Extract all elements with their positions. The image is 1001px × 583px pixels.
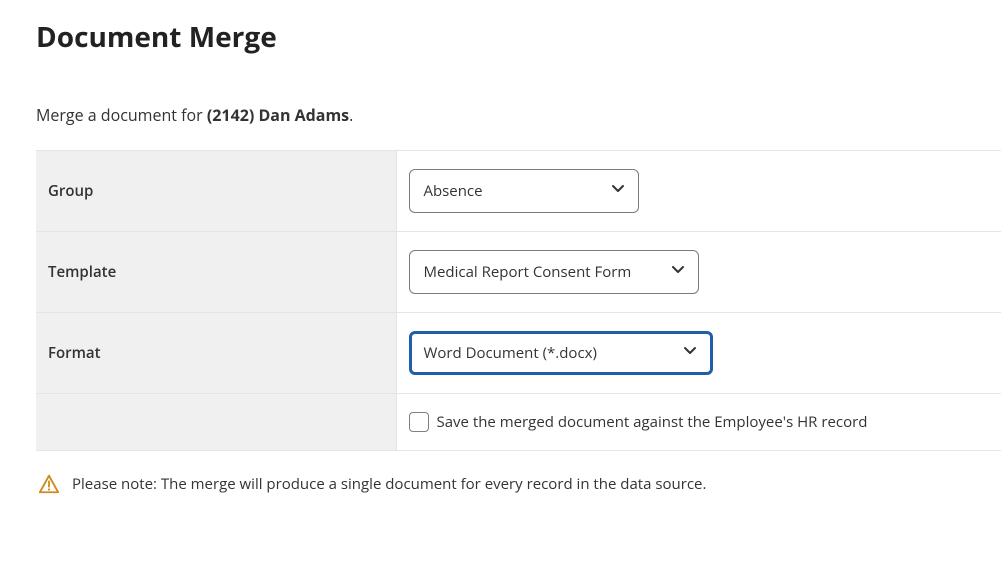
cell-format: Word Document (*.docx): [396, 313, 1001, 394]
group-select-value: Absence: [424, 181, 483, 201]
label-template: Template: [36, 232, 396, 313]
format-select-value: Word Document (*.docx): [424, 343, 597, 363]
cell-save: Save the merged document against the Emp…: [396, 394, 1001, 451]
label-format: Format: [36, 313, 396, 394]
form-table: Group Absence Template Medical Report Co…: [36, 150, 1001, 451]
intro-text: Merge a document for (2142) Dan Adams.: [36, 104, 1001, 126]
save-checkbox[interactable]: [409, 412, 429, 432]
intro-prefix: Merge a document for: [36, 104, 207, 126]
warning-icon: [38, 473, 60, 495]
save-checkbox-label: Save the merged document against the Emp…: [437, 412, 868, 432]
save-checkbox-row: Save the merged document against the Emp…: [409, 412, 990, 432]
chevron-down-icon: [670, 262, 686, 283]
template-select[interactable]: Medical Report Consent Form: [409, 250, 699, 294]
chevron-down-icon: [610, 181, 626, 202]
cell-group: Absence: [396, 151, 1001, 232]
row-template: Template Medical Report Consent Form: [36, 232, 1001, 313]
row-format: Format Word Document (*.docx): [36, 313, 1001, 394]
page-title: Document Merge: [36, 18, 1001, 56]
intro-suffix: .: [349, 104, 353, 126]
group-select[interactable]: Absence: [409, 169, 639, 213]
document-merge-form: Document Merge Merge a document for (214…: [0, 0, 1001, 495]
row-save-option: Save the merged document against the Emp…: [36, 394, 1001, 451]
format-select[interactable]: Word Document (*.docx): [409, 331, 713, 375]
cell-template: Medical Report Consent Form: [396, 232, 1001, 313]
template-select-value: Medical Report Consent Form: [424, 262, 632, 282]
label-save-empty: [36, 394, 396, 451]
row-group: Group Absence: [36, 151, 1001, 232]
label-group: Group: [36, 151, 396, 232]
chevron-down-icon: [682, 343, 698, 364]
note-text: Please note: The merge will produce a si…: [72, 474, 706, 494]
intro-person: (2142) Dan Adams: [207, 104, 349, 126]
note-row: Please note: The merge will produce a si…: [36, 473, 1001, 495]
